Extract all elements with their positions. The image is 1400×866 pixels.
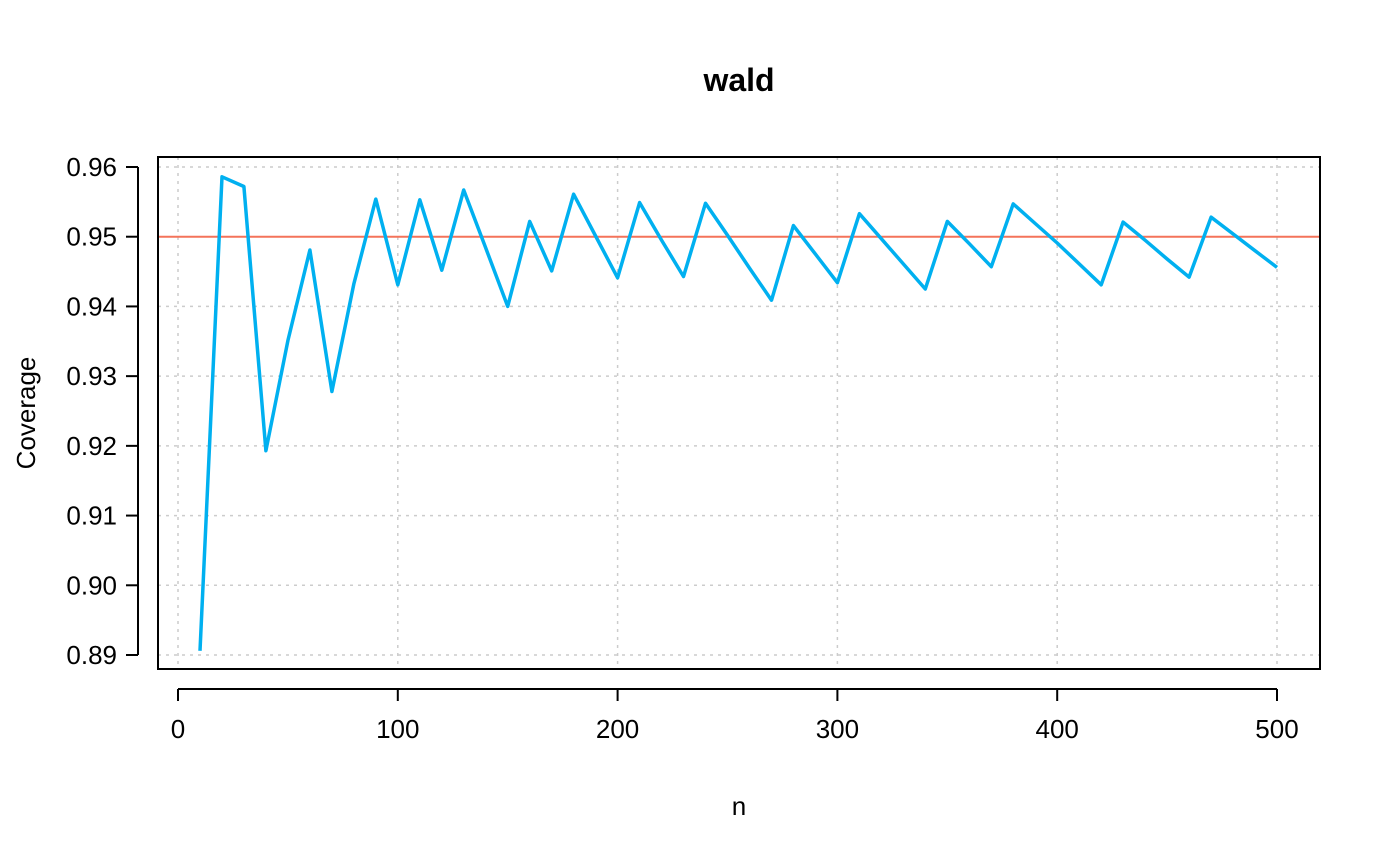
y-tick-label-3: 0.92 [66, 431, 117, 461]
x-axis: 0 100 200 300 400 500 [171, 688, 1299, 744]
y-axis: 0.89 0.90 0.91 0.92 0.93 0.94 0.95 0.96 [66, 152, 139, 670]
x-tick-label-1: 100 [376, 714, 419, 744]
x-tick-label-4: 400 [1036, 714, 1079, 744]
grid [158, 157, 1320, 669]
chart-title: wald [702, 62, 774, 98]
x-axis-label: n [732, 791, 746, 821]
y-tick-label-5: 0.94 [66, 291, 117, 321]
y-tick-label-7: 0.96 [66, 152, 117, 182]
y-tick-label-4: 0.93 [66, 361, 117, 391]
y-tick-label-6: 0.95 [66, 222, 117, 252]
y-tick-label-2: 0.91 [66, 501, 117, 531]
plot-frame [157, 156, 1321, 670]
y-axis-label: Coverage [11, 357, 41, 470]
x-tick-label-2: 200 [596, 714, 639, 744]
y-tick-label-0: 0.89 [66, 640, 117, 670]
x-tick-label-3: 300 [816, 714, 859, 744]
x-tick-label-5: 500 [1255, 714, 1298, 744]
x-tick-label-0: 0 [171, 714, 185, 744]
y-tick-label-1: 0.90 [66, 570, 117, 600]
series-line [198, 175, 1279, 651]
